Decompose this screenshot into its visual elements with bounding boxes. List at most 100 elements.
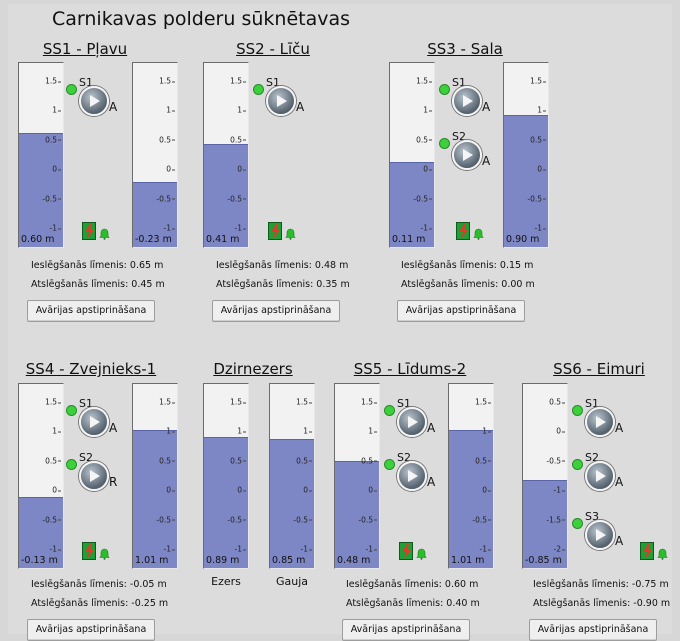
scale-tick: -1 <box>164 545 175 554</box>
play-icon <box>408 470 418 482</box>
scale-tick: -1 <box>421 224 432 233</box>
scale-tick: -0.5 <box>413 194 432 203</box>
scale-tick: -1 <box>235 545 246 554</box>
ack-alarm-button[interactable]: Avārijas apstiprināšana <box>342 619 470 641</box>
pump-play-button[interactable] <box>585 520 615 550</box>
pump-play-button[interactable] <box>585 461 615 491</box>
level-gauge: 1.5 1 0.5 0 -0.5 -1 0.90 m <box>503 62 549 248</box>
pump-mode: A <box>427 421 436 435</box>
bell-icon <box>473 225 484 244</box>
play-icon <box>277 95 287 107</box>
lightning-alarm-icon[interactable] <box>640 542 654 560</box>
ack-alarm-button[interactable]: Avārijas apstiprināšana <box>397 300 525 322</box>
pump-mode: A <box>615 534 624 548</box>
scale-tick: 1.5 <box>45 77 61 86</box>
bell-icon <box>416 545 427 564</box>
on-level-text: Ieslēgšanās līmenis: 0.48 m <box>216 260 349 271</box>
pump-name: S2 <box>585 451 599 464</box>
level-value: 0.11 m <box>392 234 426 245</box>
gauge-caption-gauja: Gauja <box>275 575 309 588</box>
scale-tick: 1.5 <box>361 398 377 407</box>
gauge-caption-ezers: Ezers <box>211 575 241 588</box>
status-led-icon <box>384 459 395 470</box>
scale-tick: 0 <box>166 486 175 495</box>
scale-tick: -1 <box>480 545 491 554</box>
level-gauge: 1.5 1 0.5 0 -0.5 -1 0.60 m <box>18 62 64 248</box>
scale-tick: 1.5 <box>159 77 175 86</box>
on-level-text: Ieslēgšanās līmenis: 0.60 m <box>346 579 479 590</box>
off-level-text: Atslēgšanās līmenis: 0.35 m <box>216 279 350 290</box>
level-fill <box>390 161 434 247</box>
scale-tick: 0.5 <box>416 135 432 144</box>
play-icon <box>90 95 100 107</box>
level-value: -0.13 m <box>21 555 58 566</box>
pump-control: S2 A <box>439 130 511 170</box>
scale-tick: 0 <box>237 486 246 495</box>
level-gauge: 1.5 1 0.5 0 -0.5 -1 0.48 m <box>334 383 380 569</box>
scale-tick: 1 <box>52 106 61 115</box>
scale-tick: 1.5 <box>230 77 246 86</box>
lightning-alarm-icon[interactable] <box>82 542 96 560</box>
pump-mode: A <box>615 475 624 489</box>
scale-tick: -1 <box>554 486 565 495</box>
ack-alarm-button[interactable]: Avārijas apstiprināšana <box>27 300 155 322</box>
pump-control: S2 A <box>384 451 456 491</box>
alarm-indicator <box>268 222 302 240</box>
play-icon <box>596 529 606 541</box>
status-led-icon <box>572 518 583 529</box>
lightning-alarm-icon[interactable] <box>82 222 96 240</box>
station-title: Dzirnezers <box>213 360 293 378</box>
scale-tick: -0.5 <box>546 456 565 465</box>
scale-tick: 0.5 <box>530 135 546 144</box>
station-title: SS5 - Līdums-2 <box>353 360 467 378</box>
ack-alarm-button[interactable]: Avārijas apstiprināšana <box>27 619 155 641</box>
scale-tick: -1 <box>235 224 246 233</box>
scale-tick: 1 <box>303 427 312 436</box>
pump-play-button[interactable] <box>397 407 427 437</box>
play-icon <box>596 470 606 482</box>
play-icon <box>596 416 606 428</box>
pump-play-button[interactable] <box>79 407 109 437</box>
pump-play-button[interactable] <box>397 461 427 491</box>
station-title: SS6 - Eimuri <box>553 360 645 378</box>
pump-control: S2 R <box>66 451 138 491</box>
level-gauge: 1.5 1 0.5 0 -0.5 -1 -0.13 m <box>18 383 64 569</box>
pump-name: S1 <box>79 397 93 410</box>
level-value: 0.41 m <box>206 234 240 245</box>
scale-tick: 1 <box>423 106 432 115</box>
scale-tick: 1 <box>482 427 491 436</box>
pump-name: S2 <box>452 130 466 143</box>
pump-control: S1 A <box>66 397 138 437</box>
status-led-icon <box>384 405 395 416</box>
station-title: SS2 - Līču <box>236 40 310 58</box>
scale-tick: 0.5 <box>230 456 246 465</box>
pump-control: S2 A <box>572 451 644 491</box>
pump-name: S2 <box>397 451 411 464</box>
pump-play-button[interactable] <box>452 86 482 116</box>
level-value: -0.85 m <box>525 555 562 566</box>
alarm-indicator <box>456 222 490 240</box>
pump-play-button[interactable] <box>79 461 109 491</box>
status-led-icon <box>253 84 264 95</box>
lightning-alarm-icon[interactable] <box>268 222 282 240</box>
lightning-alarm-icon[interactable] <box>399 542 413 560</box>
pump-play-button[interactable] <box>585 407 615 437</box>
pump-play-button[interactable] <box>452 140 482 170</box>
scale-tick: 0.5 <box>296 456 312 465</box>
on-level-text: Ieslēgšanās līmenis: -0.05 m <box>31 579 167 590</box>
scale-tick: 0 <box>537 165 546 174</box>
pump-play-button[interactable] <box>266 86 296 116</box>
ack-alarm-button[interactable]: Avārijas apstiprināšana <box>212 300 340 322</box>
ack-alarm-button[interactable]: Avārijas apstiprināšana <box>529 619 657 641</box>
pump-play-button[interactable] <box>79 86 109 116</box>
station-title: SS4 - Zvejnieks-1 <box>25 360 157 378</box>
scale-tick: 0.5 <box>475 456 491 465</box>
play-icon <box>463 95 473 107</box>
status-led-icon <box>439 138 450 149</box>
scale-tick: 1.5 <box>416 77 432 86</box>
scale-tick: -0.5 <box>156 194 175 203</box>
lightning-alarm-icon[interactable] <box>456 222 470 240</box>
scale-tick: 0 <box>52 486 61 495</box>
scale-tick: 0 <box>166 165 175 174</box>
off-level-text: Atslēgšanās līmenis: 0.00 m <box>401 279 535 290</box>
